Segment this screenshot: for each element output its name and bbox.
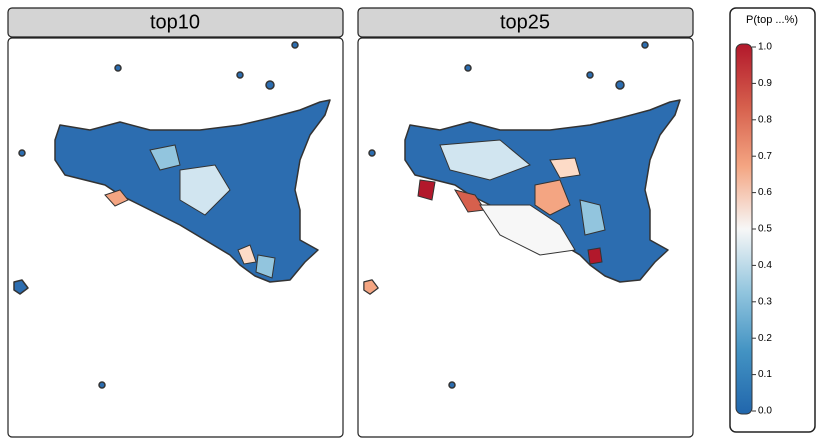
color-bar	[735, 43, 753, 415]
region	[255, 254, 276, 279]
region	[417, 179, 436, 201]
region	[549, 157, 581, 179]
region	[363, 279, 379, 295]
legend-tick-label: 0.7	[758, 151, 772, 162]
legend-tick-label: 0.2	[758, 333, 772, 344]
legend-tick-label: 0.9	[758, 78, 772, 89]
legend-tick-label: 0.4	[758, 260, 772, 271]
region	[179, 164, 231, 216]
legend-tick-label: 0.1	[758, 369, 772, 380]
region	[587, 247, 603, 265]
region	[479, 204, 576, 256]
legend-tick-label: 0.6	[758, 187, 772, 198]
region	[579, 199, 606, 236]
region	[439, 139, 531, 181]
legend-tick-label: 1.0	[758, 42, 772, 53]
legend-title: P(top ...%)	[746, 14, 798, 26]
panel-title: top10	[150, 11, 200, 33]
region	[237, 244, 257, 265]
legend-tick-label: 0.5	[758, 224, 772, 235]
legend: P(top ...%) 0.0 0.1 0.2 0.3 0.4 0.5 0.6 0.7 0.8 0…	[729, 7, 816, 433]
legend-tick-label: 0.0	[758, 406, 772, 417]
region	[534, 179, 571, 216]
legend-tick-label: 0.3	[758, 296, 772, 307]
panel-strip	[7, 7, 344, 38]
region	[149, 144, 181, 171]
panel-title: top25	[500, 11, 550, 33]
region	[104, 189, 129, 207]
panel-strip	[357, 7, 694, 38]
panel-top10: top10	[7, 7, 344, 438]
panel-top25: top25	[357, 7, 694, 438]
legend-tick-label: 0.8	[758, 114, 772, 125]
